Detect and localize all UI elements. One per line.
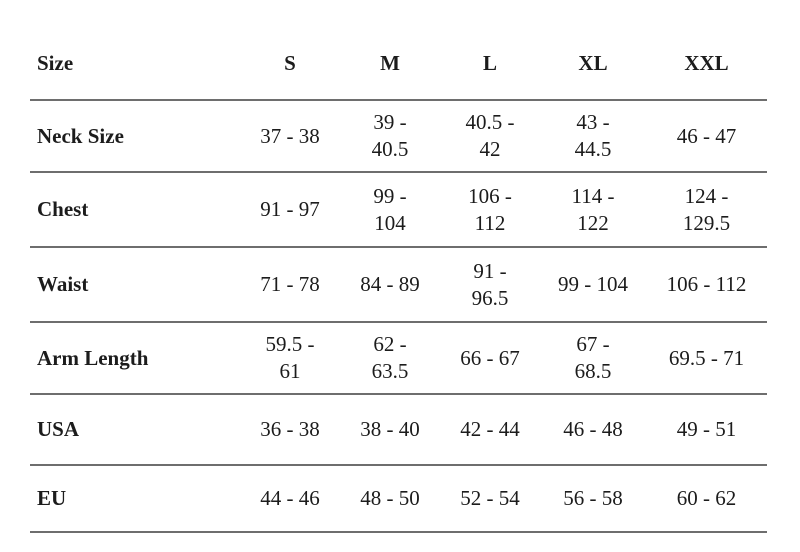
cell-waist-s: 71 - 78 <box>260 272 320 296</box>
row-label-usa: USA <box>37 417 80 441</box>
cell-chest-xxl: 124 - 129.5 <box>682 183 731 235</box>
column-header-size: Size <box>37 50 74 75</box>
row-label-arm-length: Arm Length <box>37 345 149 370</box>
cell-neck-size-xxl: 46 - 47 <box>676 123 737 148</box>
cell-eu-s: 44 - 46 <box>260 486 320 510</box>
cell-neck-size-l: 40.5 - 42 <box>465 110 515 161</box>
cell-usa-l: 42 - 44 <box>460 417 520 441</box>
table-row-arm-length: Arm Length 59.5 - 61 62 - 63.5 66 - 67 6… <box>30 323 767 395</box>
cell-waist-xxl: 106 - 112 <box>666 272 747 296</box>
cell-eu-l: 52 - 54 <box>460 486 520 510</box>
column-header-m: M <box>380 50 400 75</box>
row-label-waist: Waist <box>37 272 89 296</box>
table-row-waist: Waist 71 - 78 84 - 89 91 - 96.5 99 - 104… <box>30 248 767 323</box>
cell-arm-length-s: 59.5 - 61 <box>265 332 315 383</box>
row-label-chest: Chest <box>37 197 89 221</box>
cell-arm-length-xxl: 69.5 - 71 <box>668 345 745 370</box>
cell-eu-xxl: 60 - 62 <box>676 486 737 510</box>
cell-waist-xl: 99 - 104 <box>558 272 628 296</box>
cell-chest-xl: 114 - 122 <box>571 183 615 235</box>
size-chart-header-row: Size S M L XL XXL <box>30 27 767 101</box>
column-header-xxl: XXL <box>684 50 729 75</box>
column-header-s: S <box>284 50 296 75</box>
cell-eu-m: 48 - 50 <box>360 486 420 510</box>
cell-usa-xxl: 49 - 51 <box>676 417 737 441</box>
cell-usa-xl: 46 - 48 <box>563 417 623 441</box>
cell-chest-l: 106 - 112 <box>468 183 512 235</box>
column-header-xl: XL <box>578 50 608 75</box>
cell-arm-length-m: 62 - 63.5 <box>371 332 409 383</box>
table-row-eu: EU 44 - 46 48 - 50 52 - 54 56 - 58 60 - … <box>30 466 767 533</box>
cell-neck-size-m: 39 - 40.5 <box>371 110 409 161</box>
table-row-chest: Chest 91 - 97 99 - 104 106 - 112 114 - 1… <box>30 173 767 248</box>
size-chart-table: Size S M L XL XXL Neck Size 37 - 38 39 -… <box>30 27 767 533</box>
cell-chest-s: 91 - 97 <box>260 197 320 221</box>
cell-chest-m: 99 - 104 <box>373 183 407 235</box>
cell-arm-length-xl: 67 - 68.5 <box>574 332 612 383</box>
cell-usa-m: 38 - 40 <box>360 417 420 441</box>
cell-eu-xl: 56 - 58 <box>563 486 623 510</box>
row-label-eu: EU <box>37 486 67 510</box>
cell-usa-s: 36 - 38 <box>260 417 320 441</box>
column-header-l: L <box>482 50 497 75</box>
cell-neck-size-s: 37 - 38 <box>260 123 320 148</box>
row-label-neck-size: Neck Size <box>37 123 124 148</box>
table-row-usa: USA 36 - 38 38 - 40 42 - 44 46 - 48 49 -… <box>30 395 767 466</box>
cell-arm-length-l: 66 - 67 <box>460 345 520 370</box>
cell-waist-l: 91 - 96.5 <box>471 258 509 310</box>
cell-neck-size-xl: 43 - 44.5 <box>574 110 612 161</box>
cell-waist-m: 84 - 89 <box>360 272 420 296</box>
table-row-neck-size: Neck Size 37 - 38 39 - 40.5 40.5 - 42 43… <box>30 101 767 173</box>
